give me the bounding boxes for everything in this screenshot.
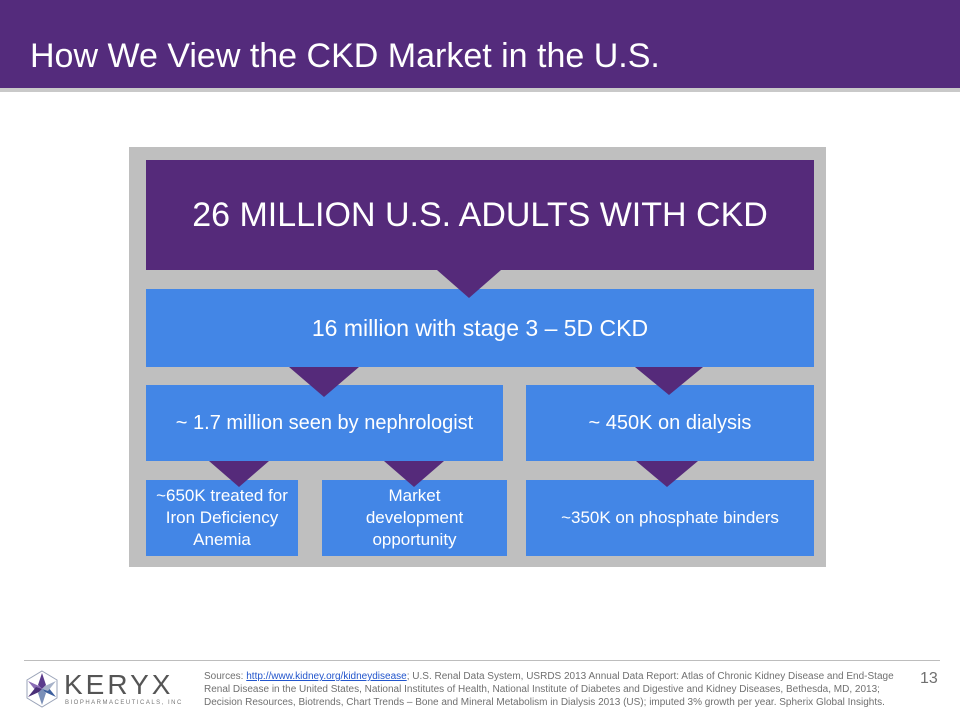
star-logo-icon (26, 670, 58, 708)
logo-tagline: BIOPHARMACEUTICALS, INC (65, 700, 183, 706)
nephrologist-box: ~ 1.7 million seen by nephrologist (146, 385, 503, 461)
title-bar (0, 0, 960, 88)
title-divider (0, 88, 960, 92)
sources-text: ; U.S. Renal Data System, USRDS 2013 Ann… (204, 671, 894, 708)
page-title: How We View the CKD Market in the U.S. (30, 37, 660, 75)
market-opportunity-box: Market development opportunity (322, 480, 507, 556)
stage-3-5d-box: 16 million with stage 3 – 5D CKD (146, 289, 814, 367)
iron-deficiency-box: ~650K treated for Iron Deficiency Anemia (146, 480, 298, 556)
page-number: 13 (920, 670, 938, 687)
total-ckd-box: 26 MILLION U.S. ADULTS WITH CKD (146, 160, 814, 270)
ckd-market-diagram: 26 MILLION U.S. ADULTS WITH CKD 16 milli… (129, 147, 826, 567)
dialysis-box: ~ 450K on dialysis (526, 385, 814, 461)
sources-note: Sources: http://www.kidney.org/kidneydis… (204, 670, 894, 709)
keryx-logo: KERYX BIOPHARMACEUTICALS, INC (24, 669, 194, 713)
sources-prefix: Sources: (204, 671, 247, 682)
logo-wordmark: KERYX (64, 669, 174, 700)
phosphate-binders-box: ~350K on phosphate binders (526, 480, 814, 556)
footer-divider (24, 660, 940, 661)
kidney-org-link[interactable]: http://www.kidney.org/kidneydisease (246, 671, 407, 682)
